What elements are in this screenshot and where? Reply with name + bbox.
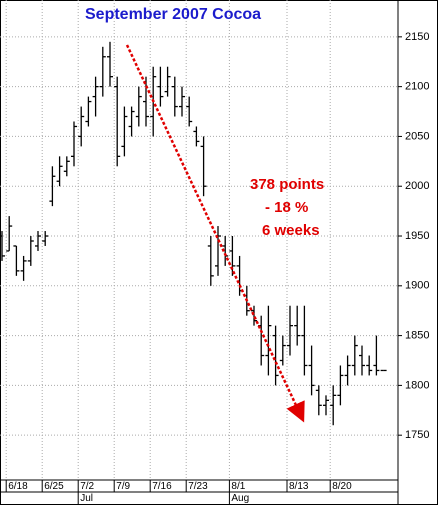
y-tick-label: 1750 [405, 429, 429, 441]
y-tick-label: 1850 [405, 330, 429, 342]
month-label: Aug [231, 493, 249, 504]
y-tick-label: 2100 [405, 81, 429, 93]
x-tick-label: 8/20 [332, 481, 352, 492]
y-tick-label: 1800 [405, 379, 429, 391]
x-tick-label: 6/25 [44, 481, 64, 492]
y-tick-label: 1950 [405, 230, 429, 242]
x-tick-label: 7/9 [116, 481, 130, 492]
x-tick-label: 8/1 [231, 481, 245, 492]
x-tick-label: 6/18 [8, 481, 28, 492]
x-tick-label: 7/23 [188, 481, 208, 492]
y-tick-label: 1900 [405, 280, 429, 292]
x-tick-label: 7/2 [80, 481, 94, 492]
x-tick-label: 8/13 [289, 481, 309, 492]
y-tick-label: 2050 [405, 130, 429, 142]
month-label: Jul [80, 493, 93, 504]
x-tick-label: 7/16 [152, 481, 172, 492]
y-tick-label: 2150 [405, 31, 429, 43]
annotation: 378 points [250, 176, 324, 193]
y-tick-label: 2000 [405, 180, 429, 192]
chart-title: September 2007 Cocoa [85, 6, 261, 23]
trend-arrow [125, 44, 305, 423]
annotation: - 18 % [265, 199, 308, 216]
annotation: 6 weeks [262, 222, 320, 239]
